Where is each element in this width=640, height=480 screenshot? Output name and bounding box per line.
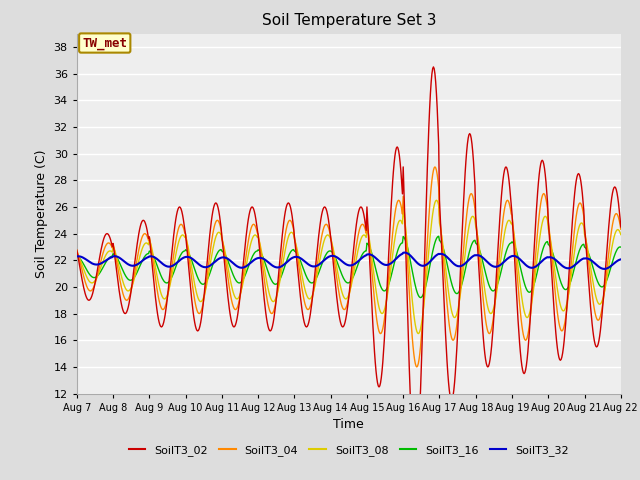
Text: TW_met: TW_met <box>82 36 127 49</box>
Y-axis label: Soil Temperature (C): Soil Temperature (C) <box>35 149 48 278</box>
X-axis label: Time: Time <box>333 418 364 431</box>
Title: Soil Temperature Set 3: Soil Temperature Set 3 <box>262 13 436 28</box>
Legend: SoilT3_02, SoilT3_04, SoilT3_08, SoilT3_16, SoilT3_32: SoilT3_02, SoilT3_04, SoilT3_08, SoilT3_… <box>124 440 573 460</box>
